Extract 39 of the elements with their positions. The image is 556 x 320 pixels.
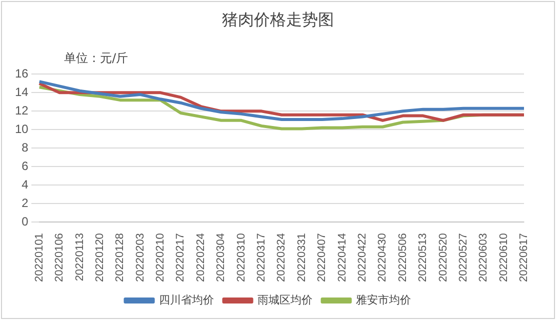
x-tick-label: 20220224	[194, 233, 207, 282]
y-tick-label: 16	[14, 66, 29, 81]
legend-label: 雅安市均价	[356, 294, 411, 307]
x-tick-label: 20220513	[417, 233, 430, 282]
x-tick-label: 20220310	[235, 233, 248, 282]
x-tick-label: 20220120	[94, 233, 106, 282]
text: 单位：元/斤	[64, 50, 128, 67]
legend-label: 雨城区均价	[257, 294, 312, 307]
y-tick-label: 2	[22, 196, 29, 210]
y-tick-label: 10	[14, 122, 29, 136]
x-tick-label: 20220203	[134, 233, 146, 282]
x-tick-label: 20220210	[154, 233, 167, 282]
y-tick-label: 0	[22, 214, 29, 228]
y-tick-label: 12	[14, 103, 29, 118]
x-tick-label: 20220113	[74, 233, 86, 282]
x-tick-label: 20220603	[478, 233, 490, 282]
y-tick-label: 14	[14, 84, 29, 99]
y-tick-label: 8	[22, 140, 29, 154]
x-tick-label: 20220430	[376, 233, 389, 282]
x-tick-label: 20220128	[114, 233, 126, 282]
x-tick-label: 20220304	[215, 233, 228, 282]
x-tick-label: 20220506	[396, 233, 409, 282]
x-tick-label: 20220422	[356, 233, 368, 282]
y-tick-label: 6	[22, 158, 29, 173]
legend-label: 四川省均价	[158, 294, 214, 307]
x-tick-label: 20220106	[54, 233, 66, 282]
x-tick-label: 20220101	[33, 233, 46, 282]
x-tick-label: 20220407	[316, 233, 328, 282]
x-tick-label: 20220610	[498, 233, 510, 282]
x-tick-label: 20220331	[296, 233, 308, 282]
x-tick-label: 20220414	[336, 233, 348, 282]
chart-title: 猪肉价格走势图	[221, 10, 335, 31]
x-tick-label: 20220527	[457, 233, 470, 282]
x-tick-label: 20220317	[256, 233, 268, 282]
x-tick-label: 20220520	[437, 233, 450, 282]
x-tick-label: 20220217	[174, 233, 187, 282]
x-tick-label: 20220617	[518, 233, 530, 282]
x-tick-label: 20220324	[276, 233, 288, 282]
y-tick-label: 4	[22, 177, 29, 192]
